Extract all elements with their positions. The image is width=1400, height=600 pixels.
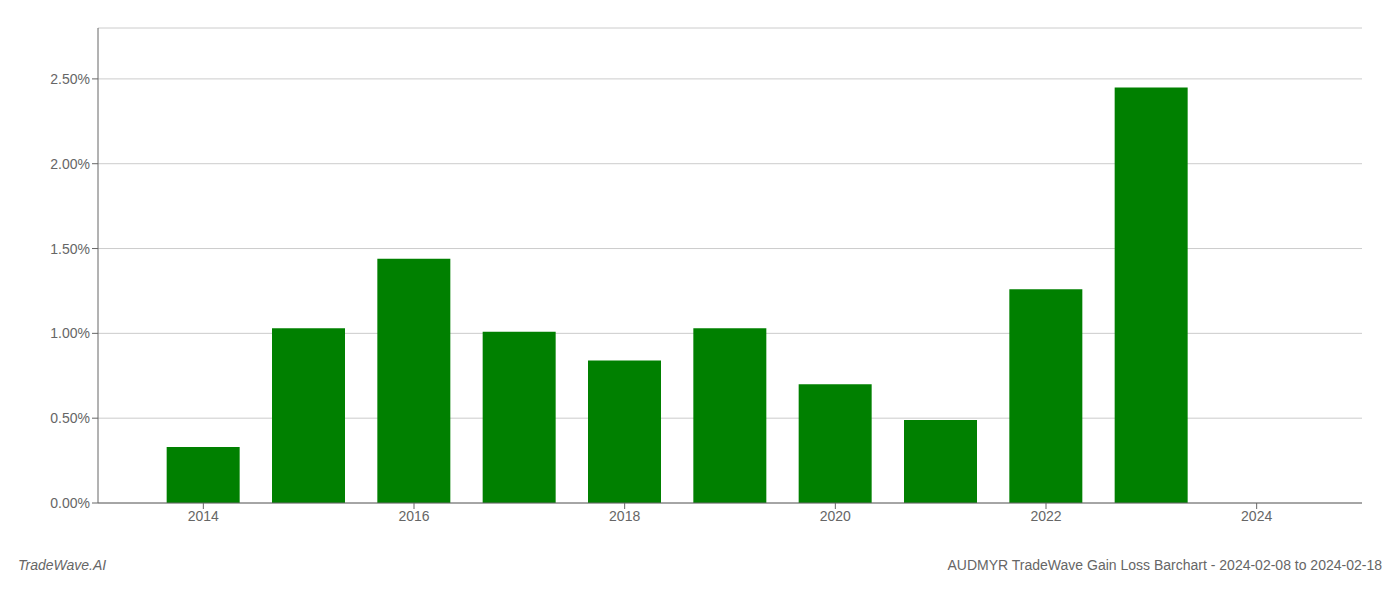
svg-text:2018: 2018 (609, 508, 640, 524)
svg-text:2.50%: 2.50% (50, 71, 90, 87)
svg-text:1.00%: 1.00% (50, 325, 90, 341)
html-text:AUDMYR TradeWave Gain Loss Bar: AUDMYR TradeWave Gain Loss Barchart - 20… (947, 557, 1382, 573)
svg-text:2020: 2020 (820, 508, 851, 524)
svg-text:2.00%: 2.00% (50, 156, 90, 172)
svg-text:2016: 2016 (398, 508, 429, 524)
svg-text:2024: 2024 (1241, 508, 1272, 524)
svg-text:2014: 2014 (188, 508, 219, 524)
svg-text:0.00%: 0.00% (50, 495, 90, 511)
svg-text:2022: 2022 (1030, 508, 1061, 524)
html-text:TradeWave.AI: TradeWave.AI (18, 557, 107, 573)
svg-text:0.50%: 0.50% (50, 410, 90, 426)
svg-text:1.50%: 1.50% (50, 241, 90, 257)
